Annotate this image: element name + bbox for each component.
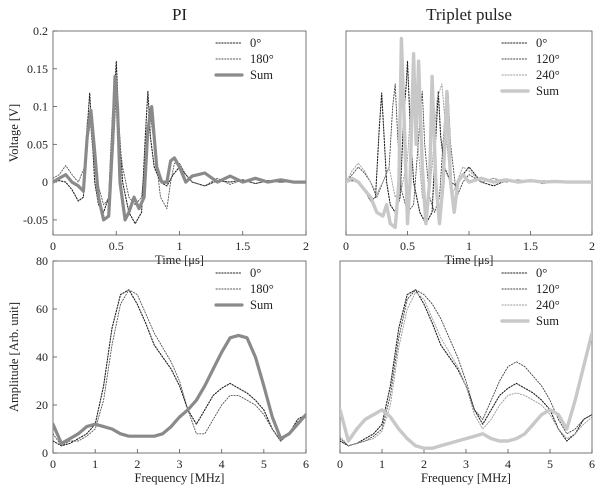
x-tick-label: 1 [177,239,183,253]
series-line-4 [346,36,592,230]
legend-label: 120° [536,52,560,66]
series-line-3 [53,74,306,222]
y-tick-label: 0.2 [33,24,48,38]
x-tick-label: 1 [379,457,385,471]
x-tick-label: 0 [50,239,56,253]
series-line-1 [53,60,306,225]
y-axis-label: Amplitude [Arb. unit] [7,302,21,412]
x-tick-label: 5 [547,457,553,471]
legend-label: Sum [250,298,273,312]
x-tick-label: 0 [50,457,56,471]
legend-label: 120° [536,282,560,296]
x-axis-label: Frequency [MHz] [421,471,511,485]
x-tick-label: 4 [505,457,511,471]
y-tick-label: -0.05 [23,213,48,227]
series-line-2 [53,289,306,447]
x-tick-label: 4 [219,457,225,471]
x-tick-label: 2 [589,239,595,253]
y-tick-label: 60 [36,302,48,316]
series-line-3 [346,83,592,213]
series-line-4 [340,331,592,450]
x-tick-label: 3 [177,457,183,471]
x-tick-label: 2 [303,239,309,253]
legend-label: 180° [250,282,274,296]
x-tick-label: 1 [466,239,472,253]
y-tick-label: 0.05 [27,137,48,151]
x-tick-label: 1 [92,457,98,471]
series-line-3 [53,333,306,445]
x-tick-label: 2 [134,457,140,471]
series-line-2 [346,83,592,213]
y-tick-label: 0 [42,446,48,460]
y-tick-label: 0.1 [33,100,48,114]
legend-label: 240° [536,68,560,82]
legend-label: Sum [536,314,559,328]
x-tick-label: 1.5 [523,239,538,253]
x-tick-label: 6 [589,457,595,471]
x-tick-label: 0 [343,239,349,253]
legend-label: 0° [536,36,547,50]
legend-label: 0° [250,266,261,280]
y-tick-label: 80 [36,254,48,268]
chart-title: PI [172,5,187,24]
x-axis-label: Time [μs] [445,253,494,267]
legend-label: 0° [536,266,547,280]
x-tick-label: 0.5 [109,239,124,253]
series-line-1 [53,289,306,447]
y-tick-label: 20 [36,398,48,412]
y-tick-label: 0 [42,175,48,189]
chart-title: Triplet pulse [426,5,512,24]
x-tick-label: 6 [303,457,309,471]
legend-label: 180° [250,52,274,66]
x-tick-label: 0 [337,457,343,471]
legend-label: 240° [536,298,560,312]
chart-panel-2: 0 0.5 1 1.5 2 Triplet pulse Time [μs] 0° 120° 240… [343,5,595,267]
series-line-2 [340,289,592,447]
x-tick-label: 1.5 [235,239,250,253]
x-axis-label: Frequency [MHz] [135,471,225,485]
legend-label: 0° [250,36,261,50]
x-tick-label: 2 [421,457,427,471]
chart-panel-4: 0 1 2 3 4 5 6 Frequency [MHz] 0° 120° 240° Sum [337,260,595,485]
y-tick-label: 0.15 [27,62,48,76]
legend-label: Sum [250,68,273,82]
legend-label: Sum [536,84,559,98]
y-tick-label: 40 [36,350,48,364]
y-axis-label: Voltage [V] [7,104,21,162]
x-tick-label: 3 [463,457,469,471]
x-axis-label: Time [μs] [155,253,204,267]
x-tick-label: 0.5 [400,239,415,253]
series-line-3 [340,291,592,447]
x-tick-label: 5 [261,457,267,471]
